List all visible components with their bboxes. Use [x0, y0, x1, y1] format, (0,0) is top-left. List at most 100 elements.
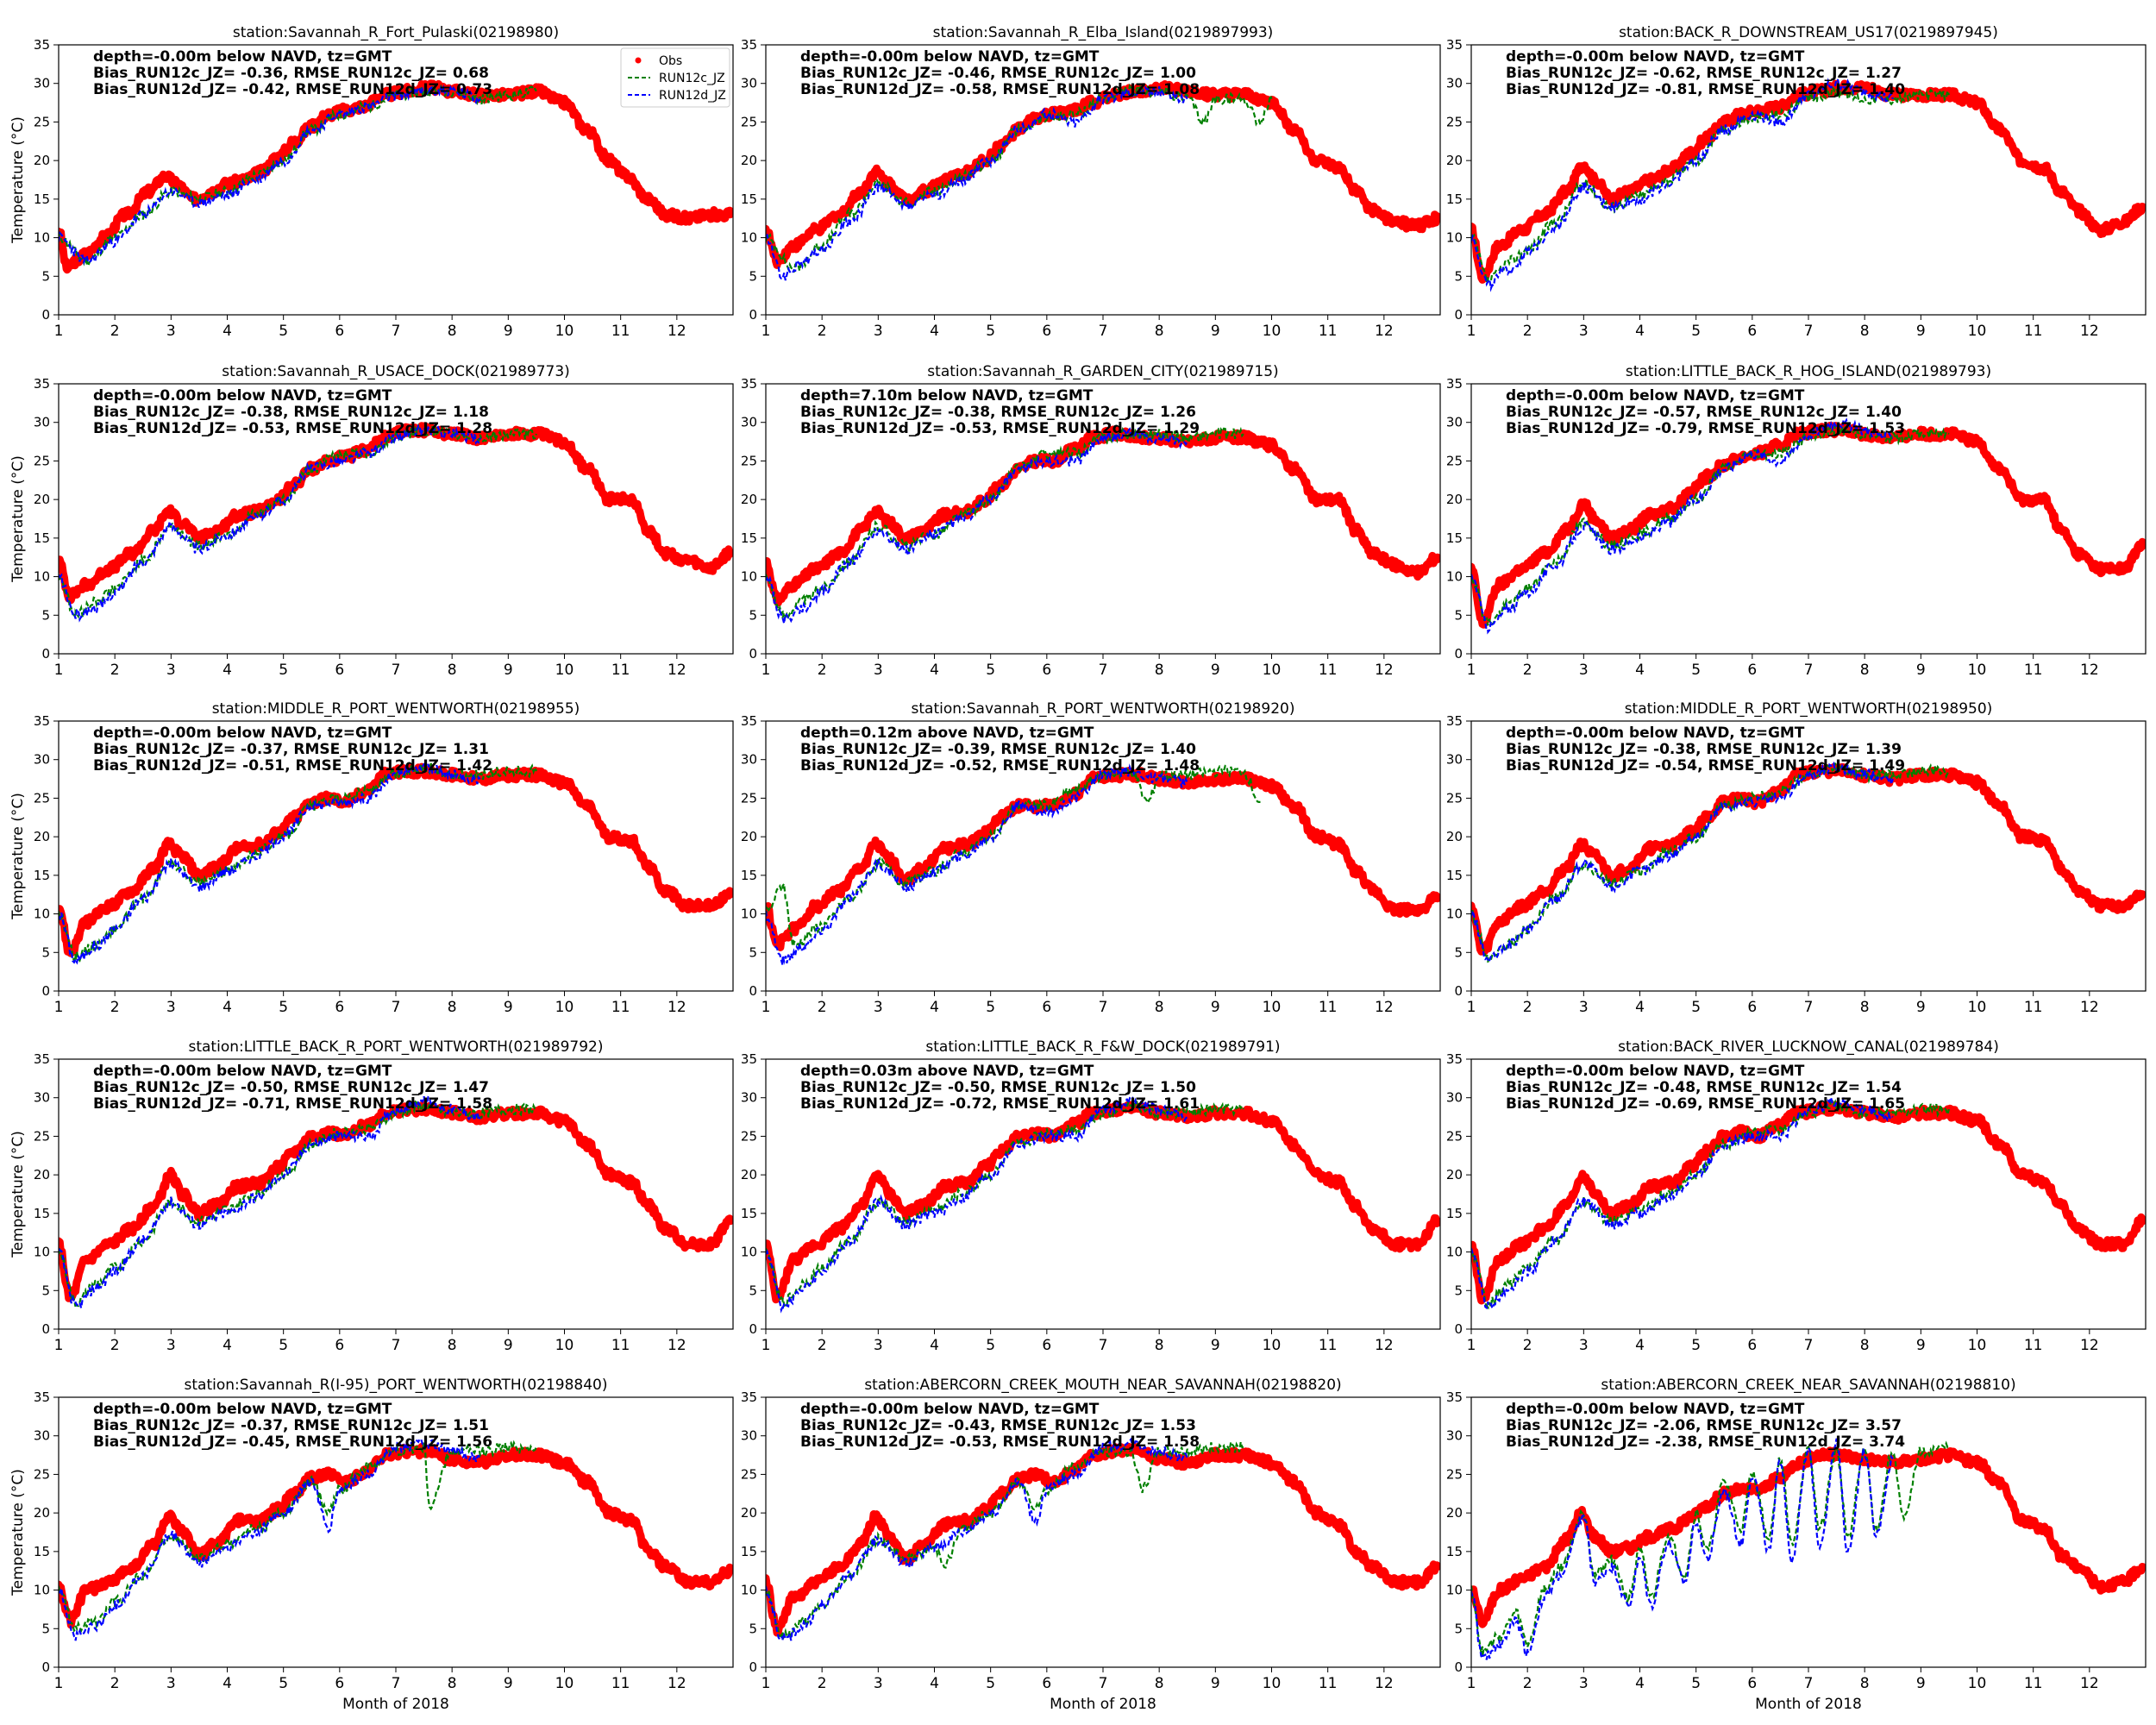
y-tick-label: 25: [34, 114, 50, 129]
x-tick-label: 5: [1691, 323, 1701, 340]
run12d-series: [766, 85, 1188, 281]
y-tick-label: 25: [741, 1128, 757, 1144]
plot-area: [1471, 77, 2146, 292]
x-tick-label: 3: [166, 999, 176, 1016]
x-tick-label: 1: [761, 323, 771, 340]
run12c-series: [1471, 1440, 1949, 1657]
y-tick-label: 25: [1446, 1466, 1463, 1482]
legend-label: Obs: [659, 54, 682, 68]
run12d-series: [766, 763, 1188, 966]
y-tick-label: 20: [1446, 492, 1463, 507]
x-tick-label: 11: [2024, 1675, 2043, 1692]
x-tick-label: 9: [1916, 999, 1926, 1016]
y-tick-label: 0: [1454, 646, 1463, 662]
legend-box: [620, 47, 730, 108]
y-tick-label: 10: [741, 1245, 757, 1260]
stats-text-line: Bias_RUN12d_JZ= -0.42, RMSE_RUN12d_JZ= 0…: [93, 81, 492, 98]
run12c-series: [59, 1440, 537, 1634]
x-tick-label: 3: [166, 323, 176, 340]
x-tick-label: 2: [818, 999, 827, 1016]
run12c-series: [59, 423, 537, 620]
obs-series: [59, 79, 733, 274]
x-tick-label: 5: [986, 323, 995, 340]
y-tick-label: 30: [1446, 1090, 1463, 1106]
panel-title: station:Savannah_R_Fort_Pulaski(02198980…: [233, 24, 559, 41]
x-axis-label: Month of 2018: [1755, 1696, 1862, 1713]
x-tick-label: 8: [1155, 662, 1164, 679]
stats-text-line: depth=-0.00m below NAVD, tz=GMT: [93, 387, 392, 405]
y-tick-label: 10: [1446, 1583, 1463, 1598]
y-tick-label: 0: [749, 983, 757, 999]
panel-title: station:ABERCORN_CREEK_NEAR_SAVANNAH(021…: [1601, 1377, 2015, 1394]
stats-text-line: Bias_RUN12c_JZ= -0.37, RMSE_RUN12c_JZ= 1…: [93, 741, 489, 758]
x-tick-label: 12: [2080, 999, 2099, 1016]
y-tick-label: 35: [1446, 1389, 1463, 1405]
x-tick-label: 11: [611, 1675, 630, 1692]
panel-title: station:Savannah_R_USACE_DOCK(021989773): [222, 363, 570, 380]
x-tick-label: 11: [611, 323, 630, 340]
y-tick-label: 25: [741, 1466, 757, 1482]
plot-area: [59, 762, 733, 965]
x-tick-label: 1: [761, 662, 771, 679]
x-tick-label: 6: [1042, 1675, 1051, 1692]
legend-label: RUN12d_JZ: [659, 89, 726, 103]
y-tick-label: 5: [41, 1283, 50, 1298]
y-tick-label: 30: [741, 415, 757, 430]
x-tick-label: 6: [1747, 1337, 1757, 1354]
stats-text-line: depth=-0.00m below NAVD, tz=GMT: [1506, 1063, 1805, 1080]
x-tick-label: 11: [1319, 1337, 1338, 1354]
stats-text-line: Bias_RUN12d_JZ= -0.52, RMSE_RUN12d_JZ= 1…: [800, 757, 1200, 775]
y-tick-label: 10: [1446, 569, 1463, 585]
y-tick-label: 15: [34, 191, 50, 207]
stats-text-line: Bias_RUN12c_JZ= -0.57, RMSE_RUN12c_JZ= 1…: [1506, 404, 1902, 421]
y-tick-label: 0: [1454, 307, 1463, 323]
stats-text-line: depth=0.12m above NAVD, tz=GMT: [800, 724, 1094, 742]
x-tick-label: 5: [1691, 1675, 1701, 1692]
x-tick-label: 3: [874, 1337, 883, 1354]
x-tick-label: 4: [1635, 662, 1645, 679]
x-tick-label: 10: [1968, 1337, 1987, 1354]
stats-text-line: Bias_RUN12d_JZ= -0.53, RMSE_RUN12d_JZ= 1…: [800, 420, 1200, 437]
y-tick-label: 35: [741, 1051, 757, 1067]
x-axis-label: Month of 2018: [1050, 1696, 1156, 1713]
panel-title: station:BACK_R_DOWNSTREAM_US17(021989794…: [1619, 24, 1998, 41]
x-tick-label: 2: [110, 662, 120, 679]
plot-area: [59, 1438, 733, 1641]
y-tick-label: 10: [741, 230, 757, 246]
x-tick-label: 2: [110, 323, 120, 340]
y-tick-label: 15: [741, 1206, 757, 1221]
x-tick-label: 10: [555, 662, 574, 679]
y-tick-label: 35: [34, 376, 50, 392]
obs-series: [1471, 1101, 2146, 1305]
y-tick-label: 0: [749, 307, 757, 323]
y-tick-label: 35: [741, 713, 757, 729]
x-tick-label: 3: [166, 1337, 176, 1354]
stats-text-line: Bias_RUN12d_JZ= -0.69, RMSE_RUN12d_JZ= 1…: [1506, 1095, 1905, 1113]
y-tick-label: 0: [749, 1321, 757, 1337]
x-tick-label: 5: [986, 662, 995, 679]
x-tick-label: 11: [1319, 662, 1338, 679]
y-tick-label: 5: [41, 1621, 50, 1636]
y-tick-label: 35: [741, 1389, 757, 1405]
x-tick-label: 7: [1804, 999, 1814, 1016]
panel-title: station:Savannah_R(I-95)_PORT_WENTWORTH(…: [185, 1377, 608, 1394]
plot-area: [59, 1095, 733, 1308]
y-tick-label: 35: [1446, 713, 1463, 729]
stats-text-line: depth=-0.00m below NAVD, tz=GMT: [93, 724, 392, 742]
x-tick-label: 10: [1968, 662, 1987, 679]
x-tick-label: 3: [874, 662, 883, 679]
obs-series: [766, 425, 1440, 607]
run12c-series: [766, 83, 1273, 273]
panel-13: station:Savannah_R(I-95)_PORT_WENTWORTH(…: [9, 1377, 734, 1713]
x-tick-label: 8: [1860, 323, 1870, 340]
x-tick-label: 4: [222, 323, 232, 340]
x-tick-label: 10: [1968, 323, 1987, 340]
y-tick-label: 35: [741, 37, 757, 53]
panel-title: station:Savannah_R_GARDEN_CITY(021989715…: [927, 363, 1278, 380]
y-tick-label: 30: [741, 752, 757, 768]
stats-text-line: Bias_RUN12d_JZ= -0.51, RMSE_RUN12d_JZ= 1…: [93, 757, 492, 775]
x-tick-label: 6: [335, 1337, 344, 1354]
x-tick-label: 6: [335, 662, 344, 679]
run12c-series: [59, 84, 537, 269]
y-tick-label: 20: [741, 492, 757, 507]
